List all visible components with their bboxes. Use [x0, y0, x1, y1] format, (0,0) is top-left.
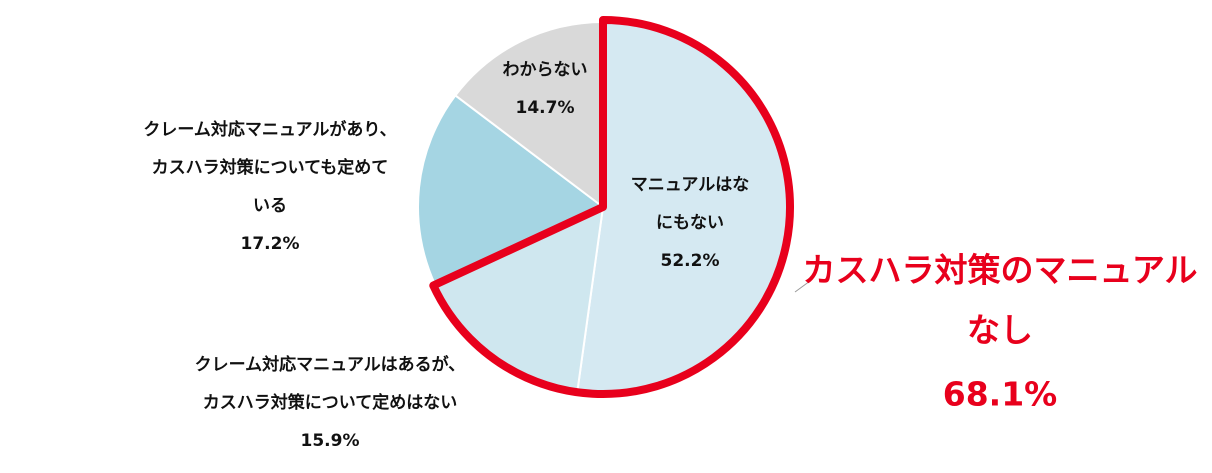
- slice-value: 52.2%: [661, 251, 720, 271]
- slice-value: 14.7%: [516, 98, 575, 118]
- slice-value: 15.9%: [301, 431, 360, 451]
- slice-value: 17.2%: [241, 234, 300, 254]
- pie-slice: [454, 20, 604, 210]
- annotation-text: カスハラ対策のマニュアル: [802, 251, 1197, 290]
- annotation-value: 68.1%: [943, 375, 1058, 414]
- slice-label: にもない: [656, 213, 724, 233]
- leader-line: [794, 280, 811, 293]
- pie-slice: [417, 94, 605, 287]
- slice-label: カスハラ対策について定めはない: [203, 392, 458, 413]
- highlight-outline: [429, 16, 794, 398]
- slice-label: クレーム対応マニュアルがあり、: [143, 119, 396, 140]
- slice-label: クレーム対応マニュアルはあるが、: [195, 354, 466, 375]
- slice-label: いる: [253, 196, 287, 216]
- slice-label: わからない: [503, 60, 588, 80]
- slice-label: カスハラ対策についても定めて: [152, 157, 389, 178]
- slice-label: マニュアルはな: [631, 175, 750, 195]
- annotation-text: なし: [967, 311, 1033, 350]
- pie-slice: [576, 20, 789, 393]
